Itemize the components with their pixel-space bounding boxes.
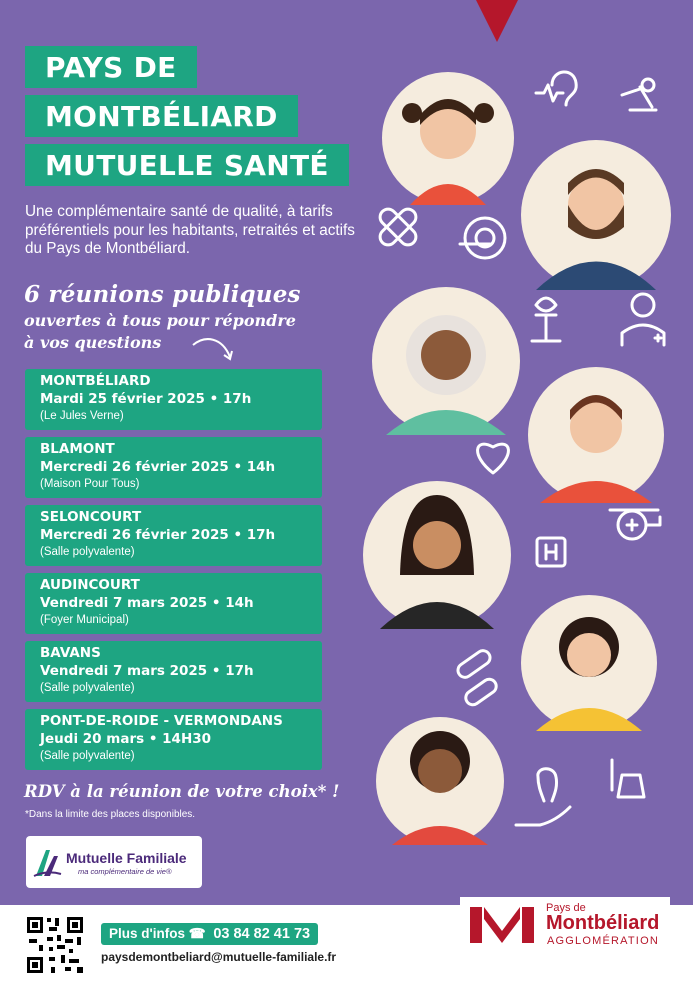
title-line-3: MUTUELLE SANTÉ — [25, 144, 349, 186]
infos-phone-badge[interactable]: Plus d'infos ☎ 03 84 82 41 73 — [101, 923, 319, 945]
disclaimer: *Dans la limite des places disponibles. — [25, 809, 196, 820]
meeting-card: MONTBÉLIARD Mardi 25 février 2025 • 17h … — [25, 369, 322, 430]
meeting-city: BLAMONT — [40, 441, 115, 457]
pm-logo-pays: Pays de — [546, 902, 586, 914]
avatar-woman — [363, 481, 511, 629]
headline: 6 réunions publiques ouvertes à tous pou… — [24, 280, 301, 354]
illustration-panel — [363, 70, 671, 845]
meeting-city: AUDINCOURT — [40, 577, 140, 593]
meeting-date: Mercredi 26 février 2025 • 17h — [40, 527, 276, 543]
email-link[interactable]: paysdemontbeliard@mutuelle-familiale.fr — [101, 950, 337, 964]
meeting-city: BAVANS — [40, 645, 101, 661]
rdv-text: RDV à la réunion de votre choix* ! — [24, 782, 340, 801]
avatar-bearded-man — [521, 140, 671, 290]
meeting-city: PONT-DE-ROIDE - VERMONDANS — [40, 713, 283, 729]
meeting-date: Vendredi 7 mars 2025 • 14h — [40, 595, 254, 611]
tooth-icon — [514, 767, 572, 827]
pm-logo-name: Montbéliard — [546, 912, 660, 934]
helicopter-icon — [608, 508, 662, 541]
bandage-icon — [378, 207, 418, 247]
meeting-place: (Salle polyvalente) — [40, 682, 135, 694]
meeting-date: Jeudi 20 mars • 14H30 — [40, 731, 212, 747]
mutuelle-familiale-logo[interactable]: Mutuelle Familiale ma complémentaire de … — [26, 836, 202, 888]
footer: Plus d'infos ☎ 03 84 82 41 73 paysdemont… — [0, 897, 693, 989]
headline-line-1: 6 réunions publiques — [24, 281, 301, 308]
pm-logo-mark-icon — [470, 907, 534, 943]
meeting-place: (Salle polyvalente) — [40, 546, 135, 558]
phone-icon: ☎ — [188, 926, 206, 941]
meetings-list: MONTBÉLIARD Mardi 25 février 2025 • 17h … — [25, 369, 322, 777]
headline-line-3: à vos questions — [24, 333, 162, 352]
poster: PAYS DE MONTBÉLIARD MUTUELLE SANTÉ Une c… — [0, 0, 693, 905]
top-triangle — [476, 0, 518, 42]
meeting-place: (Maison Pour Tous) — [40, 478, 140, 490]
pays-montbeliard-logo[interactable]: Pays de Montbéliard AGGLOMÉRATION — [460, 897, 670, 957]
qr-code-icon[interactable] — [25, 915, 85, 975]
avatar-young-man — [528, 367, 664, 503]
meeting-place: (Le Jules Verne) — [40, 410, 124, 422]
infos-label: Plus d'infos — [109, 926, 185, 941]
title-line-1: PAYS DE — [25, 46, 197, 88]
curved-arrow-icon — [192, 338, 233, 361]
mutuelle-logo-tagline: ma complémentaire de vie® — [78, 867, 172, 876]
hospital-icon — [535, 536, 567, 568]
intro-text: Une complémentaire santé de qualité, à t… — [25, 203, 355, 257]
title-line-2: MONTBÉLIARD — [25, 95, 298, 137]
meeting-card: SELONCOURT Mercredi 26 février 2025 • 17… — [25, 505, 322, 566]
meeting-place: (Salle polyvalente) — [40, 750, 135, 762]
meeting-card: PONT-DE-ROIDE - VERMONDANS Jeudi 20 mars… — [25, 709, 322, 770]
test-tube-icon — [610, 758, 646, 799]
caduceus-icon — [530, 296, 562, 343]
meeting-date: Vendredi 7 mars 2025 • 17h — [40, 663, 254, 679]
mutuelle-logo-name: Mutuelle Familiale — [66, 850, 187, 866]
meeting-place: (Foyer Municipal) — [40, 614, 129, 626]
pm-logo-agglo: AGGLOMÉRATION — [547, 935, 659, 947]
phone-number: 03 84 82 41 73 — [213, 926, 311, 942]
avatar-girl — [382, 72, 514, 205]
avatar-woman-curly — [521, 595, 657, 731]
headline-line-2: ouvertes à tous pour répondre — [24, 311, 296, 330]
microscope-icon — [620, 77, 658, 112]
meeting-date: Mardi 25 février 2025 • 17h — [40, 391, 252, 407]
avatar-boy — [376, 717, 504, 845]
avatar-grandmother — [372, 287, 520, 435]
mutuelle-logo-mark-icon — [33, 850, 62, 877]
meeting-card: BLAMONT Mercredi 26 février 2025 • 14h (… — [25, 437, 322, 498]
heart-icon — [476, 442, 510, 475]
ear-icon — [534, 70, 578, 107]
meeting-city: MONTBÉLIARD — [40, 373, 151, 389]
meeting-card: BAVANS Vendredi 7 mars 2025 • 17h (Salle… — [25, 641, 322, 702]
pills-icon — [456, 649, 498, 707]
doctor-icon — [620, 292, 666, 347]
meeting-city: SELONCOURT — [40, 509, 142, 525]
meeting-card: AUDINCOURT Vendredi 7 mars 2025 • 14h (F… — [25, 573, 322, 634]
meeting-date: Mercredi 26 février 2025 • 14h — [40, 459, 276, 475]
mri-scanner-icon — [458, 216, 507, 260]
